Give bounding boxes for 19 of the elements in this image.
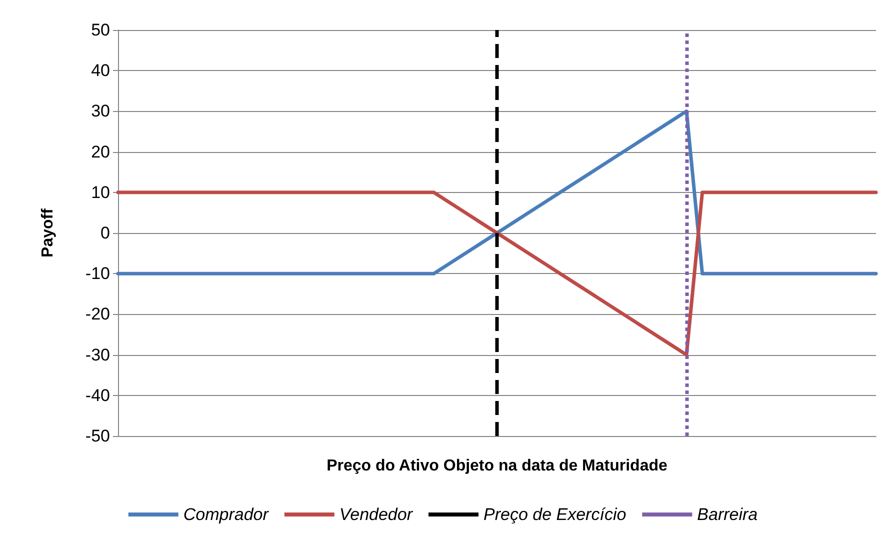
y-tick-label: 0 xyxy=(100,224,110,242)
x-axis-title: Preço do Ativo Objeto na data de Maturidade xyxy=(326,458,668,474)
y-tick-label: -20 xyxy=(85,304,110,324)
line-series xyxy=(116,190,878,357)
y-tick-label: 50 xyxy=(91,20,110,40)
y-tick-label: 40 xyxy=(91,61,110,80)
text: Preço de Exercício xyxy=(483,505,626,524)
y-tick-label: 20 xyxy=(91,142,110,162)
y-axis-title: Payoff xyxy=(40,208,56,258)
y-tick-label: -10 xyxy=(85,264,110,284)
y-tick-label: 10 xyxy=(91,182,110,202)
y-tick-label: 30 xyxy=(91,102,110,121)
y-tick-label: -40 xyxy=(85,386,110,405)
y-tick-label: -50 xyxy=(85,426,110,446)
legend-label: Vendedor xyxy=(339,505,414,524)
y-tick-label: -30 xyxy=(85,345,110,364)
line-series xyxy=(116,109,878,276)
legend-label: Comprador xyxy=(183,505,270,524)
text: Barreira xyxy=(697,505,758,524)
